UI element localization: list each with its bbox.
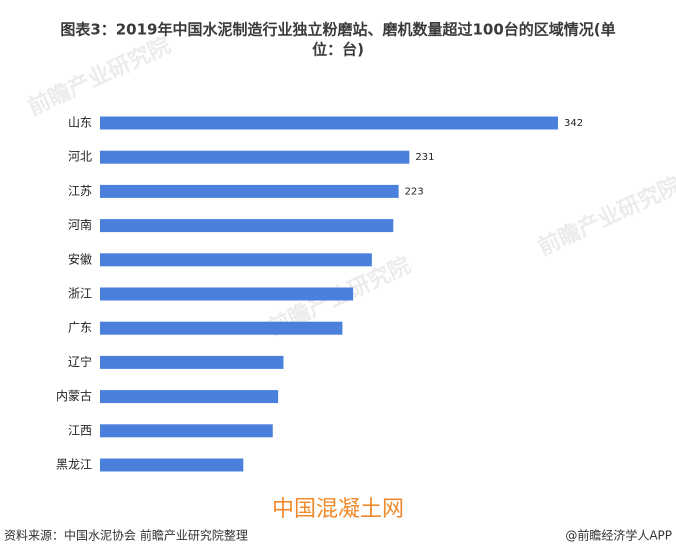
chart-title: 位：台) bbox=[312, 41, 364, 59]
data-label: 223 bbox=[405, 186, 424, 197]
watermark-text: 中国混凝土网 bbox=[272, 497, 404, 522]
y-tick-label: 广东 bbox=[68, 321, 92, 335]
y-tick-label: 河南 bbox=[68, 217, 92, 232]
bar bbox=[100, 184, 399, 198]
bar bbox=[100, 287, 354, 301]
bar bbox=[100, 458, 244, 472]
chart-title: 图表3：2019年中国水泥制造行业独立粉磨站、磨机数量超过100台的区域情况(单 bbox=[60, 21, 615, 39]
watermark: 前瞻产业研究院 bbox=[534, 172, 676, 261]
y-tick-label: 辽宁 bbox=[68, 354, 92, 369]
y-tick-label: 浙江 bbox=[68, 287, 92, 301]
bar bbox=[100, 219, 394, 233]
y-tick-label: 黑龙江 bbox=[56, 458, 92, 472]
y-tick-label: 内蒙古 bbox=[56, 388, 92, 403]
bar bbox=[100, 253, 372, 267]
bar bbox=[100, 424, 273, 438]
y-tick-label: 安徽 bbox=[68, 251, 92, 266]
footer: @前瞻经济学人APP bbox=[565, 528, 672, 543]
y-tick-label: 山东 bbox=[68, 116, 92, 130]
source: 资料来源：中国水泥协会 前瞻产业研究院整理 bbox=[4, 528, 248, 543]
data-label: 231 bbox=[415, 152, 434, 163]
y-tick-label: 河北 bbox=[68, 150, 92, 164]
data-label: 342 bbox=[564, 118, 583, 129]
bar bbox=[100, 116, 558, 130]
bar bbox=[100, 150, 410, 164]
y-tick-label: 江西 bbox=[68, 423, 92, 437]
y-tick-label: 江苏 bbox=[68, 184, 92, 198]
bar bbox=[100, 355, 284, 369]
watermark: 前瞻产业研究院 bbox=[24, 32, 175, 121]
bar bbox=[100, 321, 343, 335]
bar bbox=[100, 390, 279, 404]
